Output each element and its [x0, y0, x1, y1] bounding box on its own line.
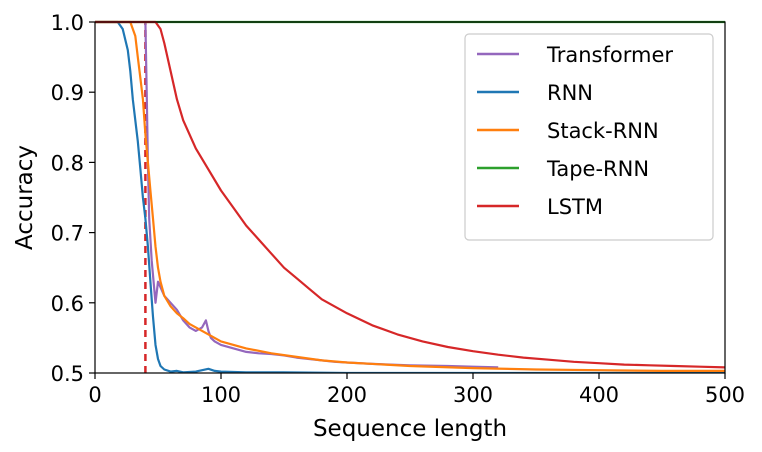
legend-label: Stack-RNN [547, 119, 659, 143]
legend-label: Tape-RNN [546, 157, 649, 181]
series-line-lstm [95, 20, 725, 369]
legend-box [464, 33, 714, 241]
x-tick-label: 500 [705, 383, 745, 407]
series-line-rnn [95, 20, 725, 373]
y-tick-label: 0.5 [51, 362, 84, 386]
legend: Transformer RNN Stack-RNN Tape-RNN LSTM [464, 33, 714, 241]
x-axis-label: Sequence length [313, 416, 507, 442]
legend-label: LSTM [547, 195, 603, 219]
y-tick-label: 0.6 [51, 292, 84, 316]
x-tick-label: 100 [201, 383, 241, 407]
x-tick-label: 0 [88, 383, 101, 407]
y-tick-label: 0.7 [51, 222, 84, 246]
y-tick-label: 1.0 [51, 11, 84, 35]
y-axis-label: Accuracy [12, 145, 38, 250]
legend-label: Transformer [546, 43, 673, 67]
legend-label: RNN [547, 81, 593, 105]
series-line-stack-rnn [95, 20, 725, 372]
series-line-transformer [144, 21, 499, 369]
plot-frame [94, 21, 726, 374]
axes: 0 100 200 300 400 500 0.5 0.6 0.7 0.8 0.9 1.0 Sequen… [12, 11, 745, 442]
y-tick-label: 0.8 [51, 151, 84, 175]
y-tick-label: 0.9 [51, 81, 84, 105]
x-tick-label: 400 [579, 383, 619, 407]
x-tick-label: 300 [453, 383, 493, 407]
x-tick-label: 200 [327, 383, 367, 407]
